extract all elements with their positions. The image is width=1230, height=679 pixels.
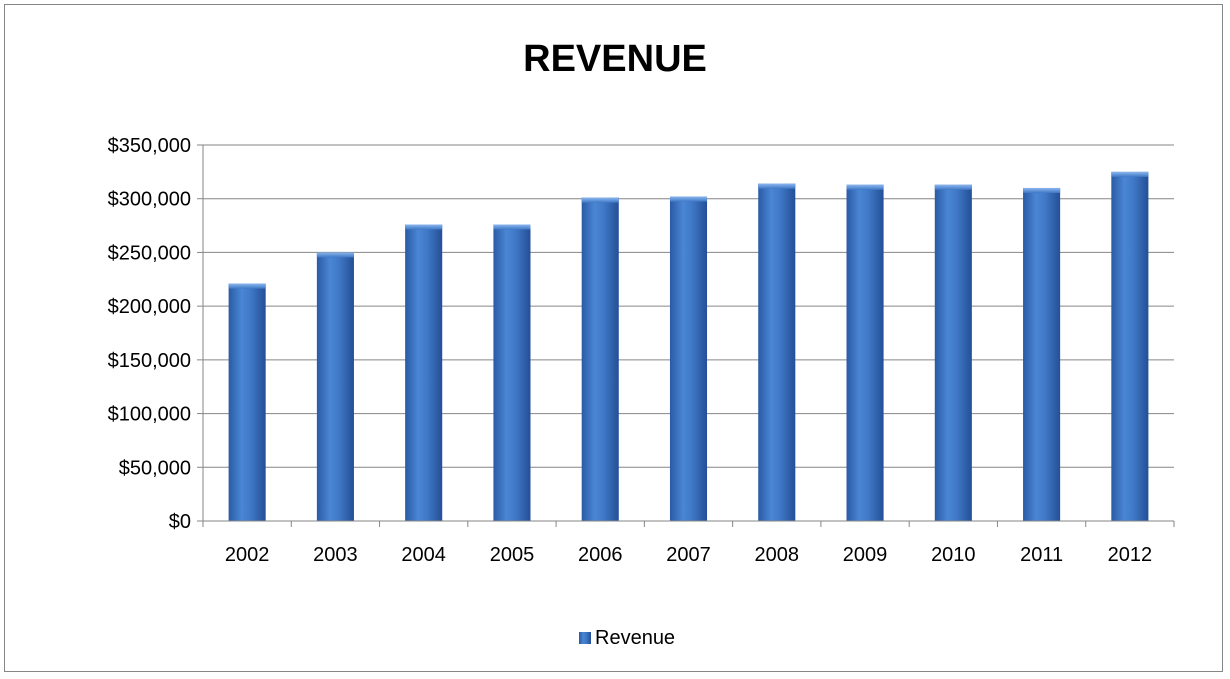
bar	[1111, 171, 1149, 521]
bar-top-highlight	[405, 224, 443, 230]
x-tick-label: 2011	[1020, 544, 1063, 566]
bar	[758, 183, 796, 521]
bar-top-highlight	[581, 197, 619, 203]
y-tick-label: $350,000	[108, 135, 191, 157]
bar-top-highlight	[1111, 171, 1149, 177]
x-tick-label: 2008	[755, 544, 800, 566]
bar-top-highlight	[228, 283, 266, 289]
bar	[316, 252, 354, 521]
bar-top-highlight	[669, 196, 708, 202]
y-tick-label: $150,000	[108, 350, 191, 372]
y-tick-label: $250,000	[108, 242, 191, 264]
y-tick-label: $200,000	[108, 296, 191, 318]
bar-top-highlight	[493, 224, 531, 230]
y-tick-label: $0	[169, 511, 191, 533]
legend-label: Revenue	[595, 627, 675, 649]
bar	[846, 184, 884, 521]
chart-title: REVENUE	[523, 38, 707, 80]
bar	[493, 224, 531, 522]
bar	[228, 283, 266, 521]
bar	[581, 197, 619, 521]
x-tick-label: 2012	[1108, 544, 1153, 566]
bar-top-highlight	[1023, 187, 1061, 193]
bar	[669, 196, 708, 521]
bar	[934, 184, 972, 521]
x-tick-label: 2010	[931, 544, 976, 566]
bar-top-highlight	[846, 184, 884, 190]
bar	[1023, 187, 1061, 521]
x-tick-label: 2005	[490, 544, 535, 566]
legend-swatch	[579, 632, 591, 644]
x-tick-label: 2002	[225, 544, 270, 566]
bar-top-highlight	[758, 183, 796, 189]
y-tick-label: $300,000	[108, 189, 191, 211]
y-tick-label: $100,000	[108, 404, 191, 426]
bar-top-highlight	[934, 184, 972, 190]
x-tick-label: 2007	[666, 544, 711, 566]
x-tick-label: 2003	[313, 544, 358, 566]
x-tick-label: 2004	[401, 544, 446, 566]
x-tick-label: 2009	[843, 544, 888, 566]
bar	[405, 224, 443, 522]
x-tick-label: 2006	[578, 544, 623, 566]
y-tick-label: $50,000	[119, 457, 191, 479]
bar-top-highlight	[316, 252, 354, 258]
